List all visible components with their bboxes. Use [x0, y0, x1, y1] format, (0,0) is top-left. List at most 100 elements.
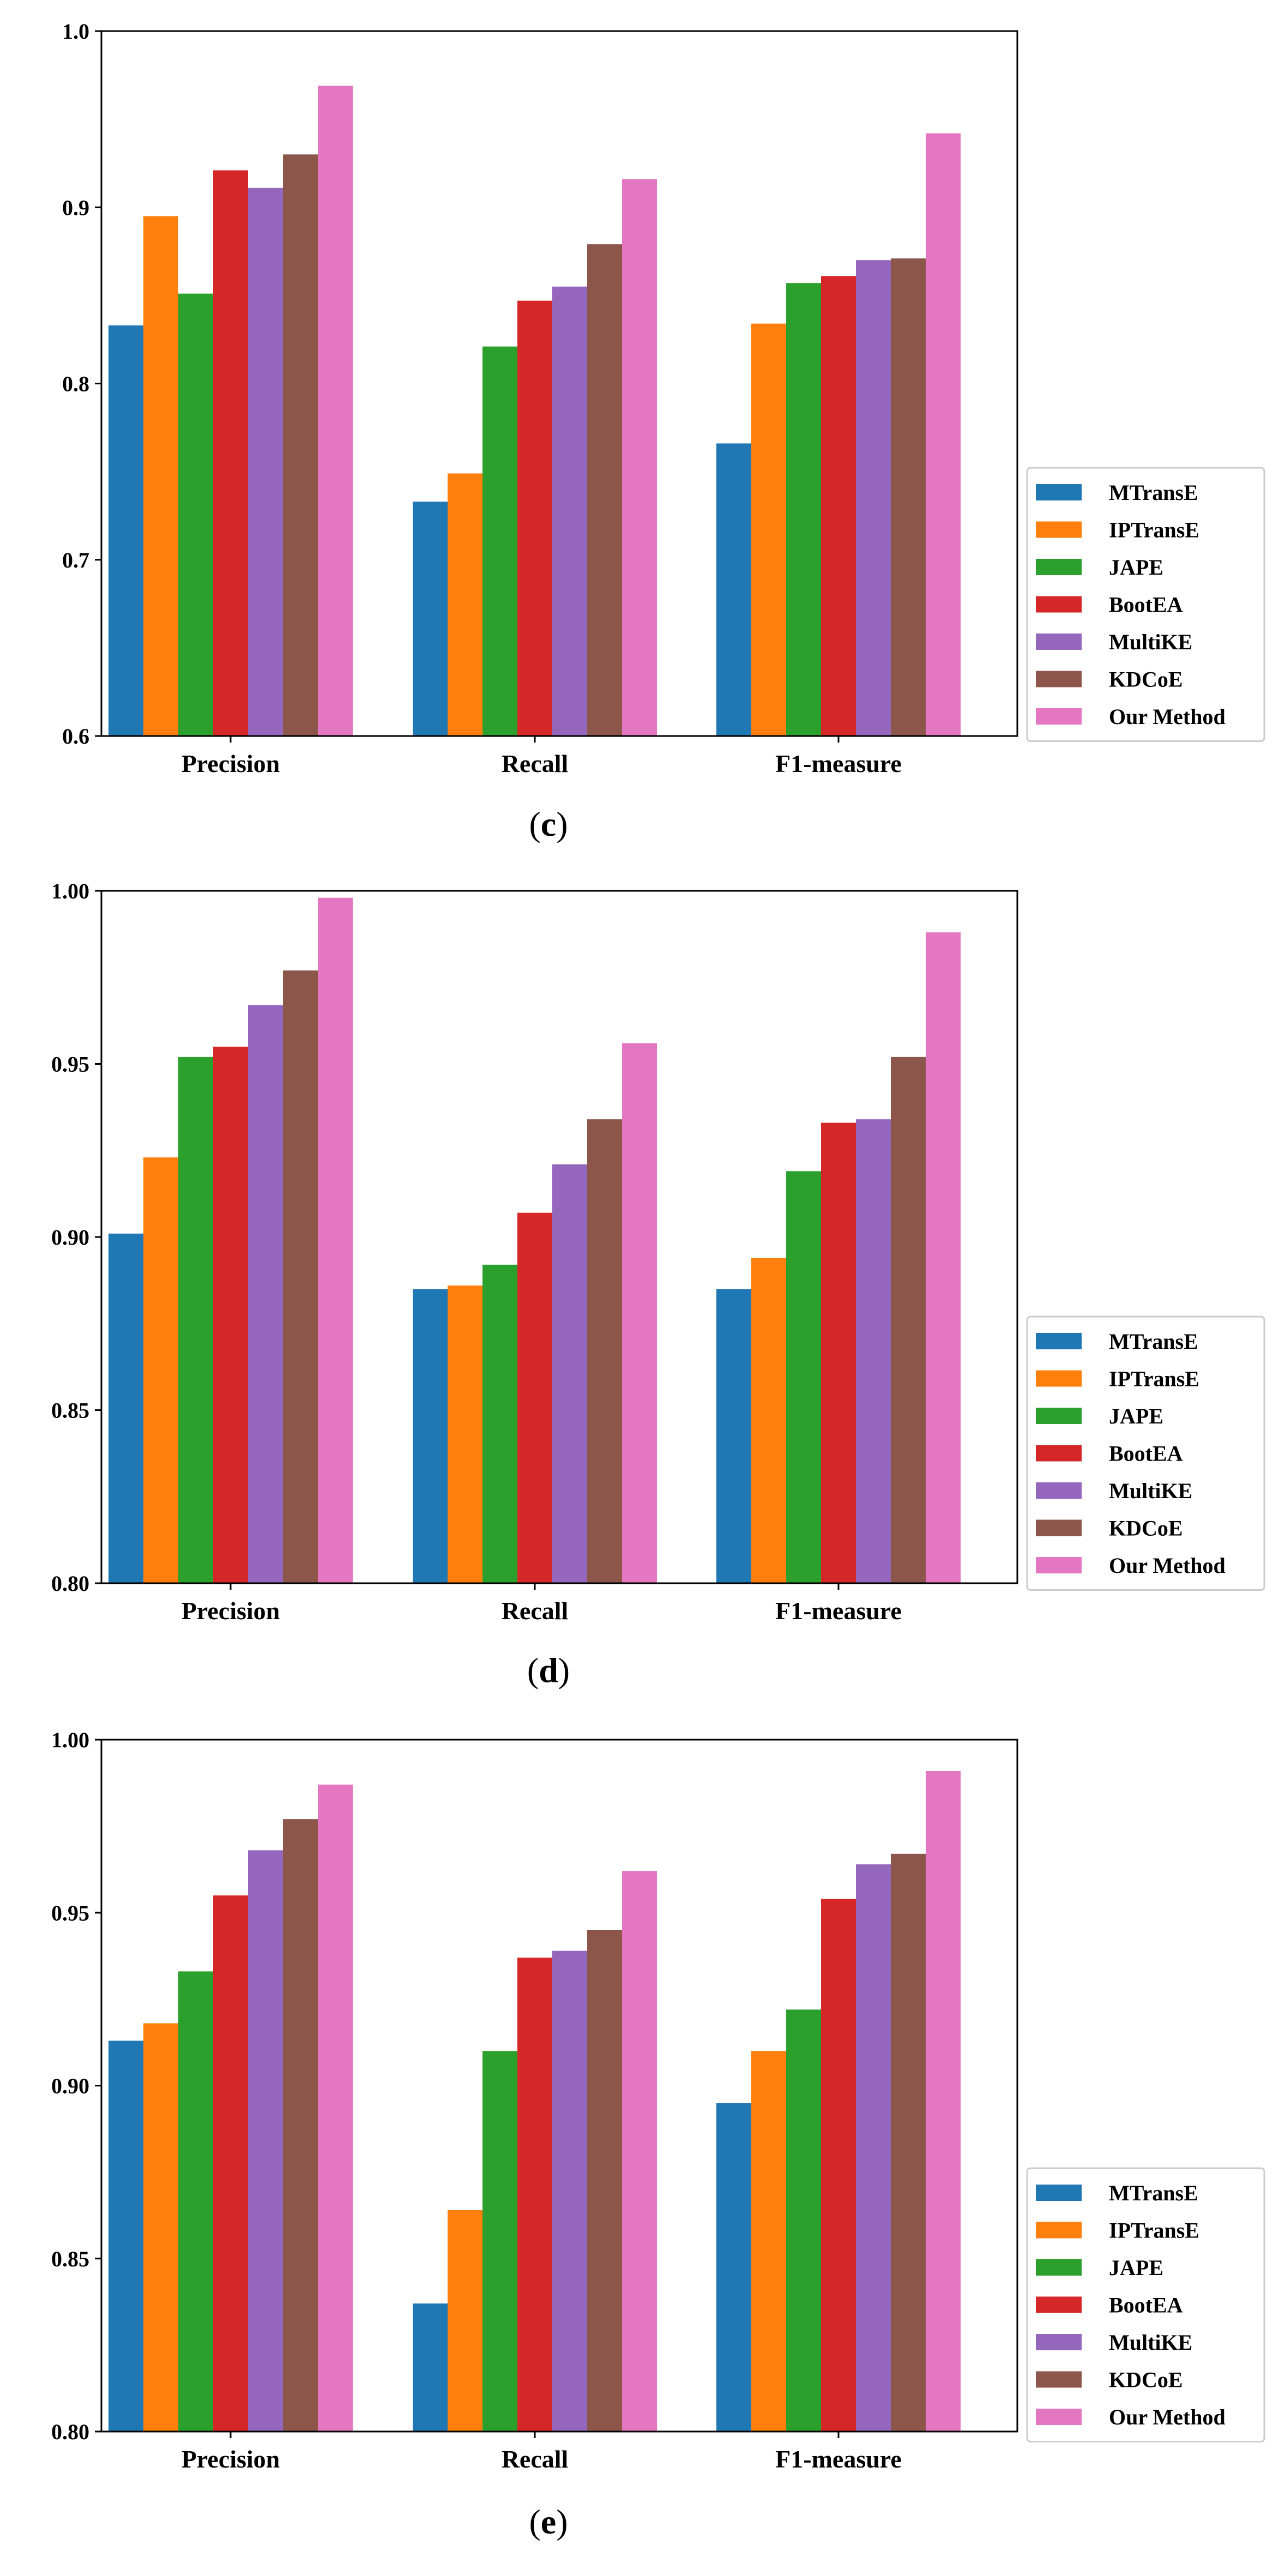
y-tick-label: 0.8	[62, 372, 89, 396]
panel-caption: (d)	[527, 1651, 570, 1690]
panel-caption: (e)	[529, 2502, 568, 2541]
legend-swatch-iptranse	[1036, 1370, 1082, 1387]
legend-swatch-iptranse	[1036, 2222, 1082, 2239]
bar-bootea-f1-measure	[821, 1898, 856, 2432]
legend-label-iptranse: IPTransE	[1109, 2218, 1199, 2243]
legend-swatch-our-method	[1036, 1557, 1082, 1573]
legend-label-mtranse: MTransE	[1109, 2181, 1198, 2205]
legend: MTransE IPTransE JAPE BootEA MultiKE KDCoE Our…	[1026, 1316, 1265, 1591]
y-tick-label: 0.95	[51, 1901, 89, 1925]
bar-multike-f1-measure	[856, 1119, 891, 1583]
bar-iptranse-f1-measure	[751, 323, 786, 736]
bar-our-method-recall	[622, 179, 657, 736]
bar-multike-f1-measure	[856, 260, 891, 736]
x-tick-label-f1-measure: F1-measure	[775, 1597, 902, 1625]
legend-label-mtranse: MTransE	[1109, 480, 1198, 505]
legend-swatch-our-method	[1036, 708, 1082, 725]
y-tick-label: 0.90	[51, 1225, 89, 1250]
legend-swatch-jape	[1036, 1408, 1082, 1424]
legend-swatch-iptranse	[1036, 521, 1082, 538]
bar-bootea-precision	[213, 1895, 248, 2432]
legend-box	[1026, 1316, 1265, 1591]
legend-box	[1026, 2167, 1265, 2442]
legend-label-multike: MultiKE	[1109, 630, 1192, 654]
chart-panel-e: 0.80 0.85 0.90 0.95 1.00 Precision Recall F1-me…	[51, 1728, 1265, 2541]
bar-jape-recall	[482, 2051, 517, 2432]
bar-mtranse-precision	[108, 2041, 143, 2432]
legend-swatch-kdcoe	[1036, 2371, 1082, 2388]
bar-multike-precision	[248, 1850, 283, 2432]
bar-jape-recall	[482, 1264, 517, 1583]
legend-label-our-method: Our Method	[1109, 1553, 1226, 1578]
bar-our-method-precision	[318, 1784, 353, 2432]
legend-swatch-bootea	[1036, 2296, 1082, 2313]
x-tick-label-recall: Recall	[502, 1597, 569, 1625]
legend-label-kdcoe: KDCoE	[1109, 2368, 1183, 2392]
bar-mtranse-precision	[108, 1233, 143, 1583]
legend-label-multike: MultiKE	[1109, 1479, 1192, 1503]
legend-swatch-kdcoe	[1036, 1519, 1082, 1536]
legend-label-jape: JAPE	[1109, 1404, 1163, 1428]
bar-multike-recall	[552, 1164, 587, 1583]
bar-mtranse-f1-measure	[716, 443, 751, 736]
legend-swatch-multike	[1036, 634, 1082, 650]
legend-swatch-multike	[1036, 1482, 1082, 1499]
legend-swatch-kdcoe	[1036, 671, 1082, 687]
bar-iptranse-recall	[448, 2210, 482, 2432]
x-tick-label-recall: Recall	[502, 750, 569, 777]
y-tick-label: 0.85	[51, 1398, 89, 1423]
y-tick-label: 0.9	[62, 195, 89, 220]
bar-multike-precision	[248, 188, 283, 736]
chart-panel-d: 0.80 0.85 0.90 0.95 1.00 Precision Recall F1-me…	[51, 879, 1265, 1690]
bar-jape-precision	[178, 293, 213, 736]
legend-label-iptranse: IPTransE	[1109, 1367, 1199, 1391]
y-tick-label: 0.6	[62, 724, 89, 749]
bar-iptranse-recall	[448, 473, 482, 736]
bar-multike-recall	[552, 1951, 587, 2432]
bar-iptranse-f1-measure	[751, 1258, 786, 1583]
legend-label-bootea: BootEA	[1109, 593, 1183, 617]
bar-iptranse-precision	[143, 1157, 178, 1583]
legend-label-multike: MultiKE	[1109, 2330, 1192, 2355]
x-tick-label-f1-measure: F1-measure	[775, 750, 902, 777]
bar-mtranse-recall	[413, 1289, 448, 1584]
bar-iptranse-recall	[448, 1285, 482, 1583]
bar-iptranse-f1-measure	[751, 2051, 786, 2432]
legend-swatch-bootea	[1036, 1445, 1082, 1462]
bar-mtranse-recall	[413, 2303, 448, 2432]
y-tick-label: 0.95	[51, 1052, 89, 1077]
x-tick-label-precision: Precision	[182, 1597, 280, 1625]
x-tick-label-recall: Recall	[502, 2445, 569, 2473]
y-tick-label: 0.7	[62, 548, 89, 572]
legend-label-iptranse: IPTransE	[1109, 518, 1199, 542]
legend-label-kdcoe: KDCoE	[1109, 667, 1183, 692]
bar-multike-precision	[248, 1005, 283, 1583]
bar-kdcoe-f1-measure	[891, 1057, 926, 1583]
bar-multike-recall	[552, 286, 587, 736]
legend-label-mtranse: MTransE	[1109, 1329, 1198, 1354]
legend-label-jape: JAPE	[1109, 555, 1163, 580]
bar-multike-f1-measure	[856, 1864, 891, 2432]
bar-kdcoe-precision	[283, 154, 318, 736]
y-tick-label: 0.90	[51, 2074, 89, 2098]
y-tick-label: 1.0	[62, 19, 89, 44]
legend-swatch-mtranse	[1036, 2185, 1082, 2201]
bar-jape-f1-measure	[786, 283, 821, 736]
legend-label-bootea: BootEA	[1109, 1441, 1183, 1466]
x-tick-label-precision: Precision	[182, 2445, 280, 2473]
bar-mtranse-f1-measure	[716, 1289, 751, 1584]
bar-bootea-f1-measure	[821, 1123, 856, 1583]
x-tick-label-precision: Precision	[182, 750, 280, 777]
bar-our-method-recall	[622, 1871, 657, 2432]
legend-box	[1026, 467, 1265, 742]
legend-label-bootea: BootEA	[1109, 2293, 1183, 2318]
legend: MTransE IPTransE JAPE BootEA MultiKE KDCoE Our…	[1026, 2167, 1265, 2442]
legend: MTransE IPTransE JAPE BootEA MultiKE KDCoE Our…	[1026, 467, 1265, 742]
legend-swatch-our-method	[1036, 2409, 1082, 2425]
y-tick-label: 1.00	[51, 1728, 89, 1752]
bar-jape-precision	[178, 1971, 213, 2432]
legend-swatch-mtranse	[1036, 1333, 1082, 1349]
bar-bootea-recall	[517, 300, 552, 736]
bar-iptranse-precision	[143, 216, 178, 736]
legend-swatch-mtranse	[1036, 484, 1082, 500]
